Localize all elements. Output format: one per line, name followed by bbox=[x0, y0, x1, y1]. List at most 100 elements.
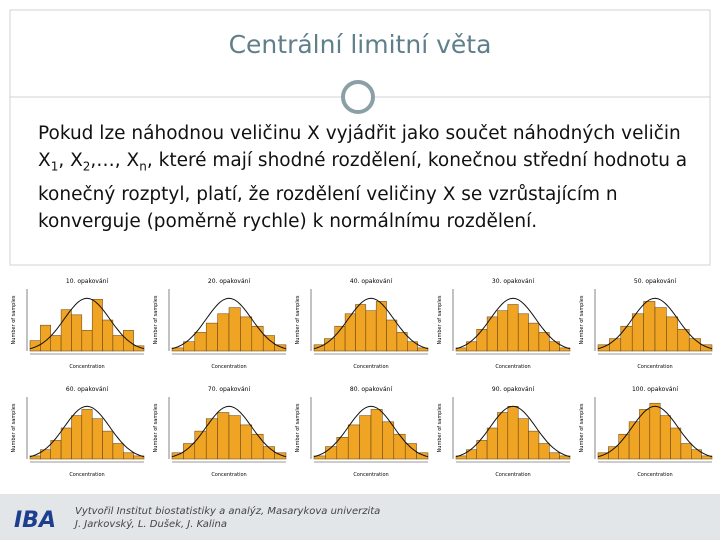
x-axis-label: Concentration bbox=[211, 472, 246, 478]
logo: IBA bbox=[14, 508, 56, 533]
bar bbox=[347, 424, 360, 460]
footer-line: J. Jarkovský, L. Dušek, J. Kalina bbox=[75, 519, 227, 530]
bar bbox=[123, 452, 134, 460]
bar bbox=[71, 314, 83, 352]
bar bbox=[344, 313, 356, 352]
x-axis-label: Concentration bbox=[495, 472, 530, 478]
bar bbox=[393, 433, 406, 460]
bar bbox=[217, 412, 230, 460]
bar bbox=[375, 301, 387, 352]
panel-title: 70. opakování bbox=[208, 386, 251, 393]
bar bbox=[262, 446, 275, 460]
bar bbox=[417, 347, 429, 352]
bar bbox=[386, 319, 398, 352]
bar bbox=[649, 402, 661, 460]
bar bbox=[365, 310, 377, 352]
bar bbox=[691, 449, 702, 460]
bar bbox=[91, 418, 103, 460]
y-axis-label: Number of samples bbox=[295, 403, 301, 452]
bar bbox=[382, 421, 395, 460]
bar bbox=[659, 415, 671, 460]
bar bbox=[528, 322, 540, 352]
bar bbox=[359, 415, 372, 460]
body-text: Pokud lze náhodnou veličinu X vyjádřit j… bbox=[38, 120, 688, 235]
bar bbox=[407, 341, 418, 352]
bar bbox=[81, 409, 93, 460]
x-axis-label: Concentration bbox=[211, 364, 246, 370]
bar bbox=[404, 443, 417, 460]
bar bbox=[112, 335, 124, 352]
bar bbox=[476, 329, 488, 352]
bar bbox=[228, 307, 241, 352]
bar bbox=[620, 325, 633, 352]
bar bbox=[680, 443, 692, 460]
bar bbox=[81, 330, 93, 352]
bar bbox=[670, 427, 682, 460]
bar bbox=[639, 409, 651, 460]
bar bbox=[396, 332, 408, 352]
bar bbox=[528, 430, 540, 460]
panel-title: 20. opakování bbox=[208, 278, 251, 285]
y-axis-label: Number of samples bbox=[295, 295, 301, 344]
bar bbox=[217, 313, 230, 352]
bar bbox=[416, 452, 429, 460]
bar bbox=[538, 332, 550, 352]
bar bbox=[643, 301, 656, 352]
divider-circle bbox=[341, 80, 375, 114]
slide-title: Centrální limitní věta bbox=[228, 30, 492, 59]
bar bbox=[517, 418, 529, 460]
panel-title: 40. opakování bbox=[350, 278, 393, 285]
y-axis-label: Number of samples bbox=[11, 295, 17, 344]
x-axis-label: Concentration bbox=[353, 472, 388, 478]
panel-title: 30. opakování bbox=[492, 278, 535, 285]
text: Pokud lze náhodnou veličinu X vyjádřit j… bbox=[38, 123, 681, 171]
bar bbox=[701, 455, 713, 460]
panel-title: 100. opakování bbox=[632, 386, 678, 393]
x-axis-label: Concentration bbox=[69, 364, 104, 370]
bar bbox=[325, 446, 338, 460]
bar bbox=[631, 313, 644, 352]
panel-title: 10. opakování bbox=[66, 278, 109, 285]
normal-curve bbox=[455, 405, 571, 458]
x-axis-label: Concentration bbox=[495, 364, 530, 370]
bar bbox=[262, 335, 275, 352]
subscript: 1 bbox=[50, 159, 59, 174]
bar bbox=[549, 341, 560, 352]
normal-curve bbox=[313, 297, 429, 350]
normal-curve bbox=[455, 297, 571, 350]
text: , které mají shodné rozdělení, konečnou … bbox=[38, 150, 688, 232]
normal-curve bbox=[597, 405, 713, 458]
bar bbox=[205, 322, 218, 352]
bar bbox=[507, 304, 519, 352]
subscript: n bbox=[139, 159, 147, 174]
bar bbox=[517, 313, 529, 352]
bar bbox=[102, 430, 114, 460]
normal-curve bbox=[171, 405, 287, 458]
bar bbox=[50, 440, 62, 460]
bar bbox=[240, 316, 253, 352]
bar bbox=[628, 421, 640, 460]
normal-curve bbox=[29, 405, 145, 458]
bar bbox=[60, 427, 72, 460]
bar bbox=[355, 304, 367, 352]
bar bbox=[700, 344, 713, 352]
bar bbox=[274, 344, 287, 352]
bar bbox=[538, 443, 550, 460]
panel-title: 50. opakování bbox=[634, 278, 677, 285]
bar bbox=[194, 332, 207, 352]
bar bbox=[476, 440, 488, 460]
y-axis-label: Number of samples bbox=[11, 403, 17, 452]
frame-border bbox=[9, 9, 711, 266]
text: , X bbox=[58, 150, 83, 171]
bar bbox=[486, 427, 498, 460]
bar bbox=[559, 455, 571, 460]
x-axis-label: Concentration bbox=[353, 364, 388, 370]
bar bbox=[50, 335, 62, 352]
bar bbox=[559, 347, 571, 352]
bar bbox=[497, 412, 509, 460]
bar bbox=[688, 338, 701, 352]
y-axis-label: Number of samples bbox=[153, 403, 159, 452]
text: ,…, X bbox=[90, 150, 140, 171]
